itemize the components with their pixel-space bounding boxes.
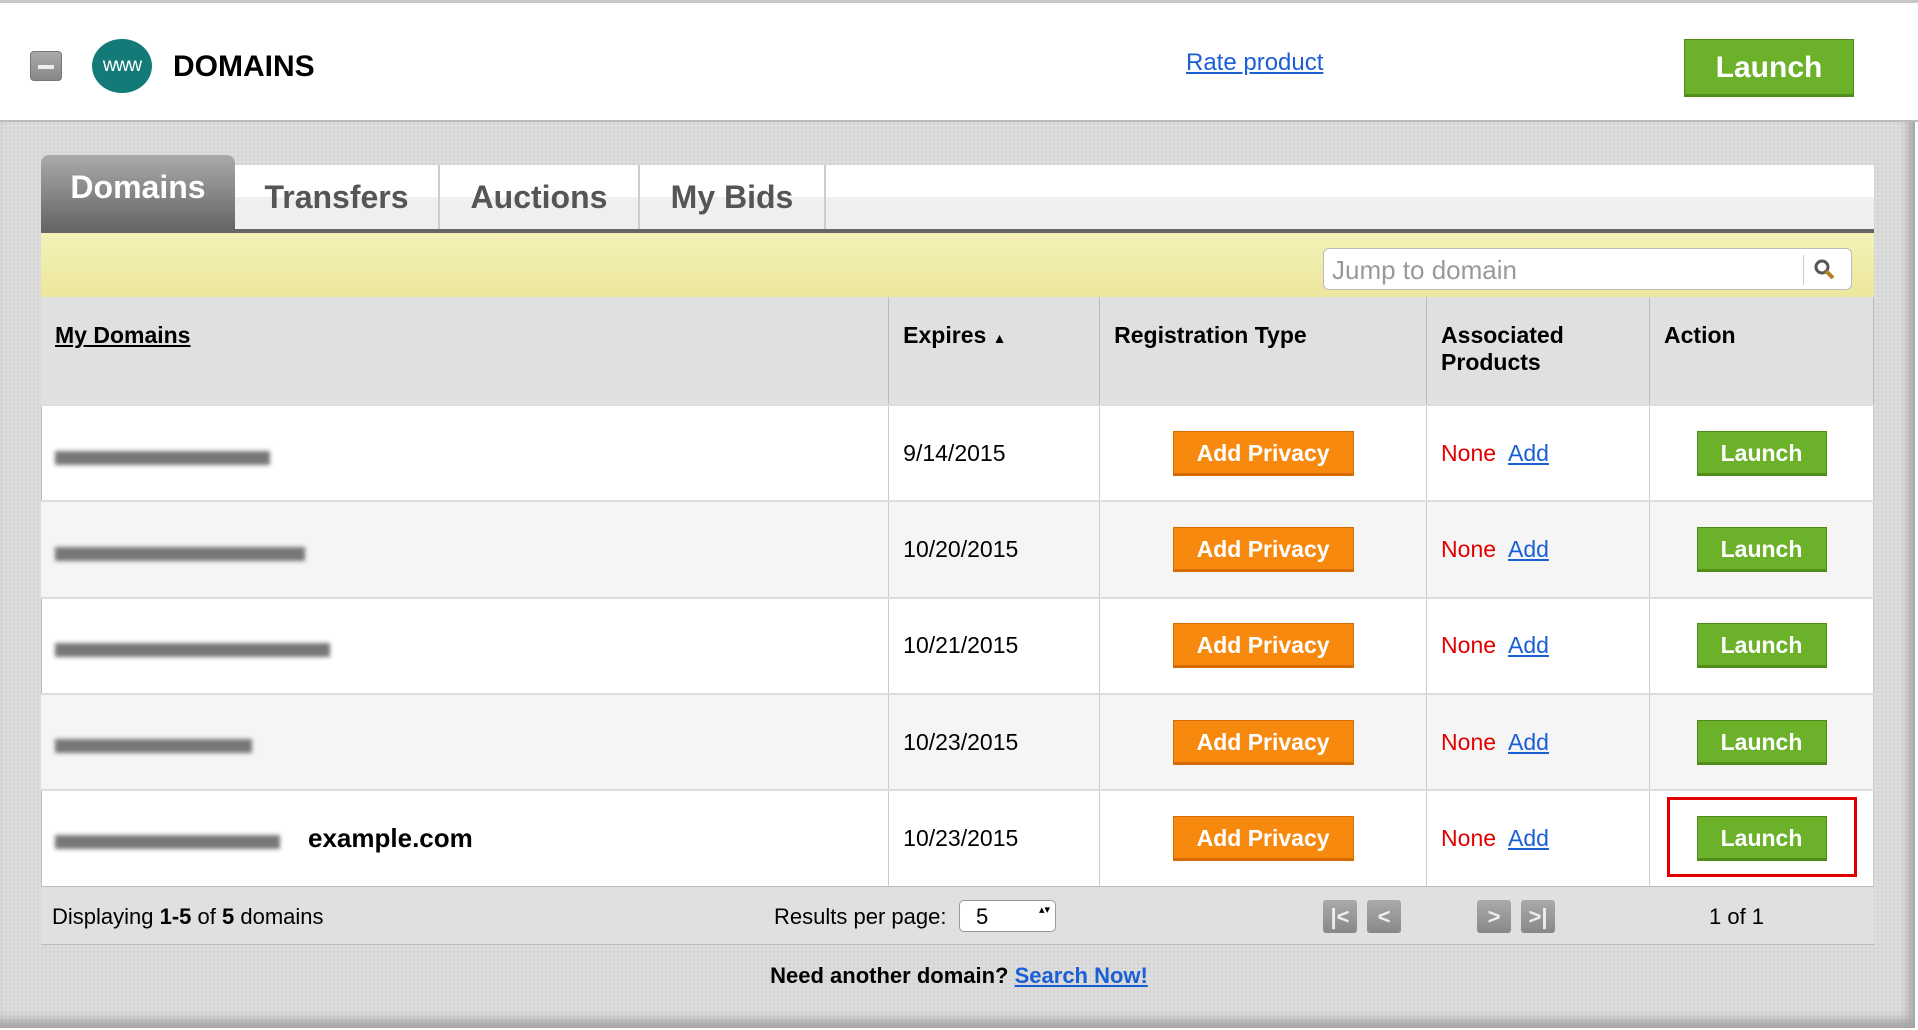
- products-cell: None Add: [1426, 500, 1651, 598]
- tab-domains[interactable]: Domains: [41, 155, 235, 229]
- registration-cell: Add Privacy: [1099, 403, 1428, 502]
- domain-cell: example.com: [41, 789, 890, 887]
- jump-to-domain-search: [1323, 248, 1852, 290]
- search-now-link[interactable]: Search Now!: [1014, 963, 1148, 988]
- expires-cell: 10/23/2015: [888, 692, 1101, 791]
- launch-button[interactable]: Launch: [1696, 719, 1827, 765]
- add-privacy-button[interactable]: Add Privacy: [1172, 719, 1354, 765]
- tab-my-bids[interactable]: My Bids: [640, 165, 826, 229]
- domain-annotation: example.com: [308, 823, 473, 854]
- obscured-domain-name[interactable]: [55, 739, 252, 754]
- obscured-domain-name[interactable]: [55, 643, 330, 658]
- table-row: 9/14/2015 Add Privacy None Add Launch: [41, 403, 1874, 502]
- registration-cell: Add Privacy: [1099, 692, 1428, 791]
- table-header-row: My Domains Expires ▲ Registration Type A…: [41, 297, 1874, 405]
- tab-auctions[interactable]: Auctions: [440, 165, 640, 229]
- launch-button[interactable]: Launch: [1696, 623, 1827, 669]
- add-privacy-button[interactable]: Add Privacy: [1172, 430, 1354, 476]
- launch-button[interactable]: Launch: [1696, 526, 1827, 572]
- products-none: None: [1441, 728, 1497, 755]
- last-page-icon[interactable]: >|: [1521, 900, 1555, 933]
- table-row: example.com 10/23/2015 Add Privacy None A…: [41, 789, 1874, 887]
- first-page-icon[interactable]: |<: [1323, 900, 1357, 933]
- table-row: 10/21/2015 Add Privacy None Add Launch: [41, 596, 1874, 694]
- previous-page-icon[interactable]: <: [1367, 900, 1401, 933]
- expires-cell: 10/23/2015: [888, 789, 1101, 887]
- add-product-link[interactable]: Add: [1508, 728, 1549, 755]
- products-none: None: [1441, 535, 1497, 562]
- tab-bar: Domains Transfers Auctions My Bids: [41, 155, 1874, 233]
- table-footer: Displaying 1-5 of 5 domains Results per …: [41, 886, 1874, 944]
- add-product-link[interactable]: Add: [1508, 535, 1549, 562]
- expires-cell: 10/21/2015: [888, 596, 1101, 694]
- table-row: 10/20/2015 Add Privacy None Add Launch: [41, 500, 1874, 598]
- add-privacy-button[interactable]: Add Privacy: [1172, 623, 1354, 669]
- action-cell: Launch: [1649, 500, 1874, 598]
- results-per-page-select[interactable]: 5: [959, 900, 1056, 932]
- column-expires[interactable]: Expires ▲: [888, 297, 1101, 405]
- launch-button[interactable]: Launch: [1696, 816, 1827, 862]
- products-cell: None Add: [1426, 789, 1651, 887]
- table-row: 10/23/2015 Add Privacy None Add Launch: [41, 692, 1874, 791]
- action-cell: Launch: [1649, 403, 1874, 502]
- app-header: www DOMAINS Rate product Launch: [0, 0, 1918, 122]
- products-none: None: [1441, 439, 1497, 466]
- search-icon[interactable]: [1803, 255, 1843, 285]
- highlight-box: [1667, 797, 1857, 877]
- products-cell: None Add: [1426, 596, 1651, 694]
- www-logo-icon: www: [92, 39, 152, 93]
- action-cell: Launch: [1649, 596, 1874, 694]
- rate-product-link[interactable]: Rate product: [1186, 49, 1324, 76]
- products-cell: None Add: [1426, 403, 1651, 502]
- registration-cell: Add Privacy: [1099, 596, 1428, 694]
- displaying-count: Displaying 1-5 of 5 domains: [52, 904, 324, 929]
- search-prompt: Need another domain? Search Now!: [0, 963, 1918, 989]
- domain-cell: [41, 403, 890, 502]
- action-cell: Launch: [1649, 789, 1874, 887]
- add-privacy-button[interactable]: Add Privacy: [1172, 816, 1354, 862]
- products-none: None: [1441, 632, 1497, 659]
- expires-cell: 9/14/2015: [888, 403, 1101, 502]
- column-my-domains[interactable]: My Domains: [41, 297, 890, 405]
- obscured-domain-name[interactable]: [55, 834, 280, 849]
- collapse-icon[interactable]: [30, 51, 62, 81]
- column-associated-products: Associated Products: [1426, 297, 1651, 405]
- sort-ascending-icon: ▲: [992, 330, 1007, 346]
- tab-transfers[interactable]: Transfers: [235, 165, 440, 229]
- domains-table: My Domains Expires ▲ Registration Type A…: [41, 297, 1874, 887]
- obscured-domain-name[interactable]: [55, 546, 305, 561]
- registration-cell: Add Privacy: [1099, 500, 1428, 598]
- domain-cell: [41, 692, 890, 791]
- registration-cell: Add Privacy: [1099, 789, 1428, 887]
- action-cell: Launch: [1649, 692, 1874, 791]
- products-cell: None Add: [1426, 692, 1651, 791]
- jump-to-domain-input[interactable]: [1332, 253, 1792, 287]
- launch-button[interactable]: Launch: [1696, 430, 1827, 476]
- add-product-link[interactable]: Add: [1508, 439, 1549, 466]
- add-privacy-button[interactable]: Add Privacy: [1172, 526, 1354, 572]
- expires-cell: 10/20/2015: [888, 500, 1101, 598]
- page-title: DOMAINS: [173, 50, 315, 83]
- header-launch-button[interactable]: Launch: [1684, 39, 1854, 97]
- obscured-domain-name[interactable]: [55, 450, 270, 465]
- domain-cell: [41, 500, 890, 598]
- column-action: Action: [1649, 297, 1874, 405]
- domain-cell: [41, 596, 890, 694]
- column-expires-label: Expires: [903, 322, 987, 348]
- add-product-link[interactable]: Add: [1508, 825, 1549, 852]
- page-indicator: 1 of 1: [1709, 904, 1765, 929]
- results-per-page-label: Results per page:: [774, 904, 947, 929]
- add-product-link[interactable]: Add: [1508, 632, 1549, 659]
- column-registration-type: Registration Type: [1099, 297, 1428, 405]
- next-page-icon[interactable]: >: [1477, 900, 1511, 933]
- search-prompt-text: Need another domain?: [770, 963, 1015, 988]
- products-none: None: [1441, 825, 1497, 852]
